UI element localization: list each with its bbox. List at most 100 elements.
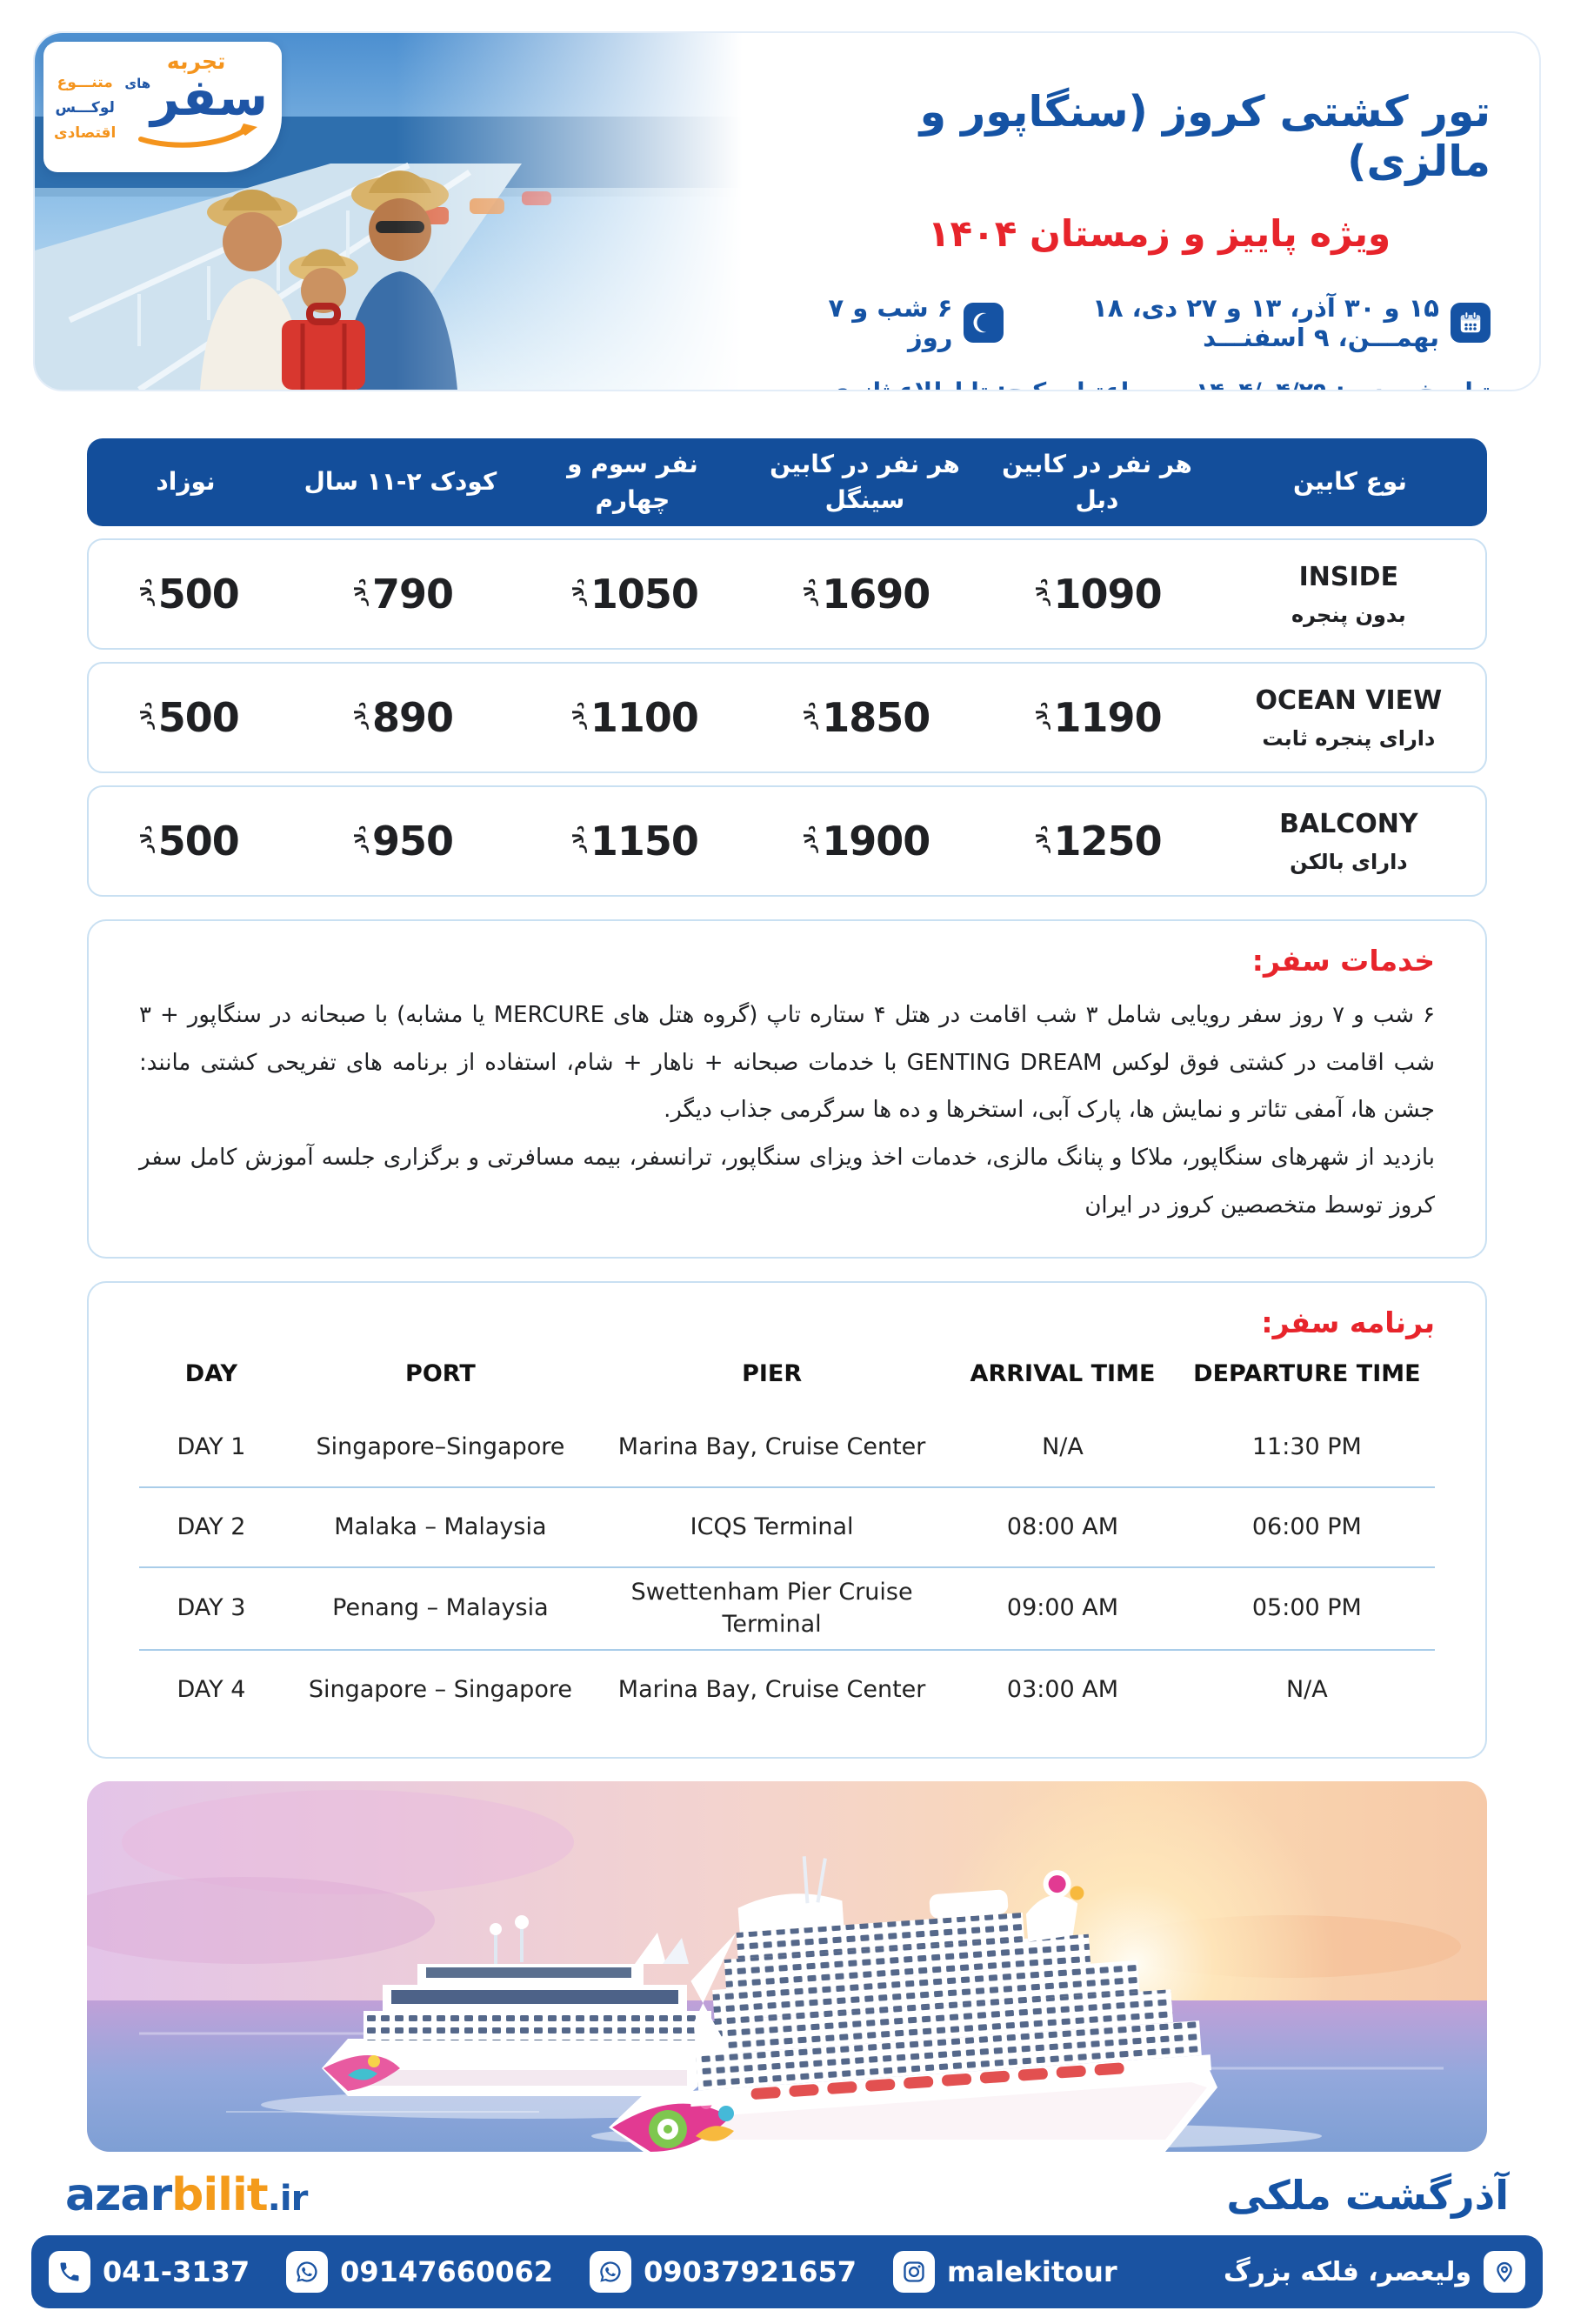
day-cell: DAY 3 — [177, 1594, 246, 1622]
location-icon — [1484, 2251, 1525, 2294]
itinerary-row-day4: DAY 4 Singapore – Singapore Marina Bay, … — [139, 1649, 1435, 1729]
instagram-contact[interactable]: malekitour — [892, 2251, 1117, 2294]
price-table-header: نوع کابین هر نفر در کابین دبل هر نفر در … — [87, 438, 1487, 527]
arrival-cell: 03:00 AM — [1006, 1675, 1119, 1703]
logo-tag-economy: اقتصادی — [54, 124, 117, 142]
price-third-fourth: دلار 1100 — [570, 694, 699, 742]
port-cell: Malaka – Malaysia — [334, 1513, 547, 1540]
price-infant: دلار 500 — [137, 818, 240, 865]
address-text: ولیعصر، فلکه بزرگ — [1223, 2256, 1471, 2287]
col-third-fourth: نفر سوم و چهارم — [567, 450, 698, 514]
currency-label: دلار — [137, 825, 156, 853]
logo-tag-luxury: لوکـــس — [55, 99, 115, 117]
cabin-name: INSIDE بدون پنجره — [1212, 562, 1485, 627]
arrival-cell: 09:00 AM — [1006, 1594, 1119, 1622]
cabin-name-fa: دارای بالکن — [1290, 849, 1408, 874]
currency-label: دلار — [802, 825, 820, 853]
price-table: نوع کابین هر نفر در کابین دبل هر نفر در … — [87, 438, 1487, 898]
itinerary-card: برنامه سفر: DAY PORT PIER ARRIVAL TIME D… — [87, 1281, 1487, 1760]
day-cell: DAY 4 — [177, 1675, 246, 1703]
header-content: تور کشتی کروز (سنگاپور و مالزی) ویژه پای… — [828, 33, 1491, 390]
col-infant: نوزاد — [156, 467, 216, 497]
dates-row: ۱۵ و ۳۰ آذر، ۱۳ و ۲۷ دی، ۱۸ بهمـــن، ۹ ا… — [828, 293, 1491, 352]
port-cell: Singapore–Singapore — [316, 1432, 565, 1460]
instagram-handle: malekitour — [946, 2255, 1117, 2289]
currency-label: دلار — [352, 825, 370, 853]
cabin-name-fa: دارای پنجره ثابت — [1262, 725, 1436, 751]
azarbilit-part2: bilit — [171, 2169, 269, 2222]
pier-cell: Marina Bay, Cruise Center — [617, 1675, 926, 1703]
col-double-cabin: هر نفر در کابین دبل — [1002, 450, 1192, 514]
price-third-fourth: دلار 1150 — [570, 818, 699, 865]
port-cell: Penang – Malaysia — [332, 1594, 549, 1622]
currency-label: دلار — [352, 702, 370, 730]
whatsapp-number-1: 09147660062 — [340, 2255, 554, 2289]
phone-icon — [49, 2251, 90, 2294]
col-arrival: ARRIVAL TIME — [970, 1360, 1156, 1388]
azarbilit-logo[interactable]: azarbilit.ir — [65, 2169, 309, 2222]
tour-duration: ۶ شب و ۷ روز — [828, 293, 953, 352]
pier-cell: Swettenham Pier Cruise Terminal — [630, 1579, 913, 1638]
page-subtitle: ویژه پاییز و زمستان ۱۴۰۴ — [927, 212, 1391, 255]
currency-label: دلار — [137, 702, 156, 730]
day-cell: DAY 1 — [177, 1432, 246, 1460]
issue-date: تـاریـخ صدور: ۱۴۰۴/۰۴/۲۹ — [1196, 378, 1491, 390]
logo-small-word: های — [124, 76, 151, 91]
price-child: دلار 950 — [352, 818, 454, 865]
col-single-cabin: هر نفر در کابین سینگل — [770, 450, 960, 514]
footer-logos: azarbilit.ir آذرگشت ملکی — [65, 2169, 1509, 2221]
whatsapp-contact-1[interactable]: 09147660062 — [286, 2251, 554, 2294]
whatsapp-icon — [590, 2251, 632, 2294]
col-port: PORT — [405, 1360, 476, 1388]
azarbilit-suffix: .ir — [267, 2179, 309, 2220]
itinerary-row-day3: DAY 3 Penang – Malaysia Swettenham Pier … — [139, 1566, 1435, 1649]
plane-swoosh-icon — [137, 124, 257, 148]
currency-label: دلار — [802, 702, 820, 730]
price-single: دلار 1850 — [802, 694, 930, 742]
departure-cell: 06:00 PM — [1251, 1513, 1362, 1540]
tour-dates: ۱۵ و ۳۰ آذر، ۱۳ و ۲۷ دی، ۱۸ بهمـــن، ۹ ا… — [1092, 293, 1439, 352]
cabin-name-en: BALCONY — [1279, 808, 1418, 839]
azarbilit-part1: azar — [65, 2169, 172, 2222]
itinerary-table: DAY PORT PIER ARRIVAL TIME DEPARTURE TIM… — [139, 1353, 1435, 1729]
phone-contact[interactable]: 041-3137 — [49, 2251, 250, 2294]
price-double: دلار 1250 — [1033, 818, 1163, 865]
cruise-ship-image — [87, 1781, 1487, 2153]
near-cruise-ship — [591, 1856, 1322, 2153]
price-infant: دلار 500 — [137, 694, 240, 742]
price-row-oceanview: OCEAN VIEW دارای پنجره ثابت دلار 1190 دلا… — [87, 662, 1487, 774]
cabin-name-en: INSIDE — [1298, 561, 1399, 592]
package-validity: اعتبار پکیج: تا اطلاع ثانوی — [828, 378, 1129, 390]
agency-logo: تجربه سفر های متنـــوع لوکـــس اقتصادی — [43, 42, 282, 172]
price-child: دلار 890 — [352, 694, 454, 742]
col-child: کودک ۲-۱۱ سال — [303, 467, 497, 497]
contact-bar: 041-3137 09147660062 09037921657 malekit… — [31, 2235, 1543, 2309]
price-row-inside: INSIDE بدون پنجره دلار 1090 دلار 1690 دلار… — [87, 538, 1487, 651]
calendar-icon — [1451, 303, 1491, 343]
logo-main-word: سفر — [150, 68, 268, 127]
col-departure: DEPARTURE TIME — [1193, 1360, 1421, 1388]
itinerary-table-header: DAY PORT PIER ARRIVAL TIME DEPARTURE TIM… — [139, 1353, 1435, 1408]
pier-cell: Marina Bay, Cruise Center — [617, 1432, 926, 1460]
currency-label: دلار — [352, 578, 370, 606]
address-item[interactable]: ولیعصر، فلکه بزرگ — [1223, 2251, 1525, 2294]
whatsapp-contact-2[interactable]: 09037921657 — [590, 2251, 857, 2294]
page-title: تور کشتی کروز (سنگاپور و مالزی) — [919, 87, 1491, 186]
currency-label: دلار — [1033, 702, 1051, 730]
itinerary-row-day1: DAY 1 Singapore–Singapore Marina Bay, Cr… — [139, 1408, 1435, 1486]
itinerary-row-day2: DAY 2 Malaka – Malaysia ICQS Terminal 08… — [139, 1486, 1435, 1566]
price-single: دلار 1690 — [802, 571, 930, 618]
header-card: تجربه سفر های متنـــوع لوکـــس اقتصادی ت… — [33, 31, 1541, 391]
col-day: DAY — [184, 1360, 238, 1388]
currency-label: دلار — [570, 578, 588, 606]
price-double: دلار 1190 — [1033, 694, 1163, 742]
services-paragraph-2: بازدید از شهرهای سنگاپور، ملاکا و پنانگ … — [139, 1144, 1435, 1219]
logo-top-word: تجربه — [166, 49, 226, 74]
price-row-balcony: BALCONY دارای بالکن دلار 1250 دلار 1900 دل… — [87, 785, 1487, 898]
currency-label: دلار — [1033, 825, 1051, 853]
services-card: خدمات سفر: ۶ شب و ۷ روز سفر رویایی شامل … — [87, 919, 1487, 1259]
cabin-name-en: OCEAN VIEW — [1255, 685, 1443, 716]
instagram-icon — [892, 2251, 935, 2294]
port-cell: Singapore – Singapore — [308, 1675, 572, 1703]
